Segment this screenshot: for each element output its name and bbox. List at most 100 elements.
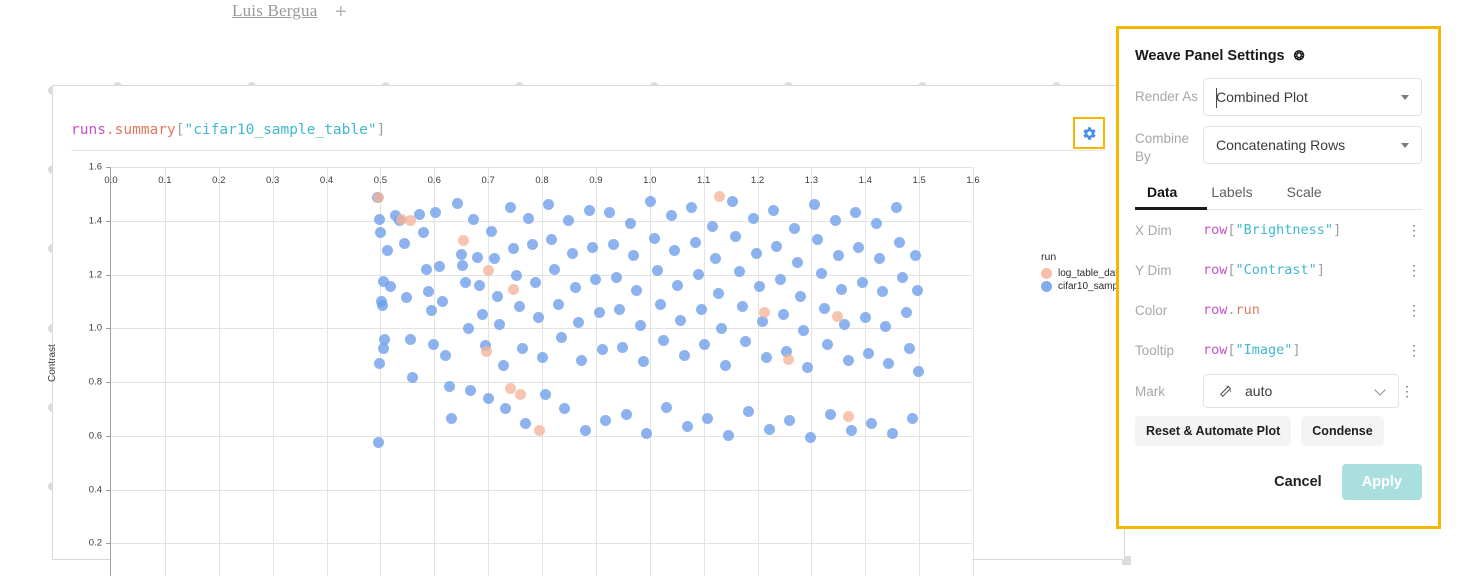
scatter-point[interactable] bbox=[385, 281, 397, 293]
scatter-point[interactable] bbox=[665, 209, 677, 221]
scatter-point[interactable] bbox=[727, 196, 739, 208]
user-profile-link[interactable]: Luis Bergua bbox=[232, 1, 318, 20]
scatter-point[interactable] bbox=[795, 290, 807, 302]
scatter-point[interactable] bbox=[886, 427, 898, 439]
scatter-point[interactable] bbox=[505, 201, 517, 213]
scatter-point[interactable] bbox=[829, 215, 841, 227]
scatter-point[interactable] bbox=[681, 420, 693, 432]
scatter-point[interactable] bbox=[458, 235, 470, 247]
scatter-point[interactable] bbox=[910, 250, 922, 262]
scatter-point[interactable] bbox=[768, 204, 780, 216]
scatter-point[interactable] bbox=[759, 306, 770, 318]
scatter-point[interactable] bbox=[427, 338, 439, 350]
scatter-point[interactable] bbox=[530, 277, 542, 289]
scatter-point[interactable] bbox=[373, 192, 385, 204]
resize-handle[interactable] bbox=[48, 402, 57, 412]
scatter-point[interactable] bbox=[866, 418, 878, 430]
scatter-point[interactable] bbox=[508, 243, 520, 255]
scatter-point[interactable] bbox=[477, 309, 489, 321]
add-panel-button[interactable]: + bbox=[335, 1, 347, 23]
scatter-point[interactable] bbox=[583, 204, 595, 216]
dim-expression[interactable]: row["Contrast"] bbox=[1203, 262, 1406, 278]
scatter-point[interactable] bbox=[897, 271, 909, 283]
scatter-point[interactable] bbox=[743, 406, 755, 418]
resize-handle[interactable] bbox=[48, 481, 57, 491]
scatter-point[interactable] bbox=[714, 191, 726, 203]
scatter-point[interactable] bbox=[378, 342, 390, 354]
scatter-point[interactable] bbox=[405, 215, 417, 227]
scatter-point[interactable] bbox=[750, 247, 762, 259]
scatter-point[interactable] bbox=[832, 250, 844, 262]
scatter-point[interactable] bbox=[740, 336, 752, 348]
scatter-point[interactable] bbox=[689, 236, 701, 248]
resize-handle[interactable] bbox=[48, 165, 57, 175]
mark-select[interactable]: auto bbox=[1203, 374, 1399, 408]
scatter-point[interactable] bbox=[730, 231, 742, 243]
scatter-point[interactable] bbox=[702, 412, 714, 424]
scatter-point[interactable] bbox=[624, 217, 636, 229]
scatter-point[interactable] bbox=[645, 196, 657, 208]
scatter-point[interactable] bbox=[590, 274, 602, 286]
plot-area[interactable]: 0.0 0.1 0.2 0.3 0.4 0.5 0.6 0.7 0.8 0.9 1.0 1.1 1.2 1… bbox=[89, 162, 980, 576]
scatter-point[interactable] bbox=[579, 424, 591, 436]
scatter-point[interactable] bbox=[455, 248, 467, 260]
scatter-point[interactable] bbox=[566, 247, 578, 259]
scatter-point[interactable] bbox=[781, 345, 793, 357]
scatter-point[interactable] bbox=[672, 279, 684, 291]
scatter-point[interactable] bbox=[783, 353, 795, 365]
scatter-point[interactable] bbox=[508, 283, 520, 295]
scatter-point[interactable] bbox=[809, 199, 821, 211]
scatter-point[interactable] bbox=[747, 212, 759, 224]
scatter-point[interactable] bbox=[467, 213, 479, 225]
scatter-point[interactable] bbox=[903, 342, 915, 354]
dim-options-kebab[interactable]: ⋮ bbox=[1407, 342, 1421, 358]
scatter-point[interactable] bbox=[822, 338, 834, 350]
scatter-point[interactable] bbox=[733, 266, 745, 278]
scatter-point[interactable] bbox=[675, 314, 687, 326]
scatter-point[interactable] bbox=[485, 226, 497, 237]
scatter-point[interactable] bbox=[482, 264, 494, 276]
scatter-point[interactable] bbox=[845, 424, 857, 436]
scatter-point[interactable] bbox=[539, 388, 551, 400]
scatter-point[interactable] bbox=[678, 349, 690, 361]
scatter-point[interactable] bbox=[426, 305, 438, 317]
scatter-point[interactable] bbox=[489, 252, 501, 264]
scatter-point[interactable] bbox=[610, 271, 622, 283]
scatter-point[interactable] bbox=[429, 207, 441, 219]
scatter-point[interactable] bbox=[695, 303, 707, 315]
scatter-point[interactable] bbox=[634, 320, 646, 332]
tab-data[interactable]: Data bbox=[1147, 184, 1178, 200]
scatter-point[interactable] bbox=[563, 215, 575, 227]
scatter-point[interactable] bbox=[890, 201, 902, 213]
scatter-point[interactable] bbox=[709, 252, 721, 264]
scatter-point[interactable] bbox=[481, 345, 492, 357]
scatter-point[interactable] bbox=[913, 365, 925, 377]
scatter-point[interactable] bbox=[377, 275, 389, 287]
scatter-point[interactable] bbox=[876, 286, 888, 298]
resize-handle[interactable] bbox=[48, 244, 57, 254]
scatter-point[interactable] bbox=[500, 403, 512, 415]
scatter-point[interactable] bbox=[757, 316, 769, 328]
scatter-point[interactable] bbox=[374, 227, 386, 239]
scatter-point[interactable] bbox=[396, 213, 408, 225]
scatter-point[interactable] bbox=[771, 240, 783, 252]
scatter-point[interactable] bbox=[722, 430, 734, 442]
scatter-point[interactable] bbox=[417, 227, 429, 239]
panel-settings-gear-button[interactable] bbox=[1073, 117, 1105, 149]
scatter-point[interactable] bbox=[526, 239, 538, 251]
scatter-point[interactable] bbox=[856, 277, 868, 289]
scatter-point[interactable] bbox=[536, 352, 548, 364]
scatter-point[interactable] bbox=[617, 341, 629, 353]
scatter-point[interactable] bbox=[839, 318, 851, 330]
scatter-point[interactable] bbox=[804, 431, 816, 443]
scatter-point[interactable] bbox=[505, 383, 517, 395]
scatter-point[interactable] bbox=[399, 238, 411, 250]
scatter-point[interactable] bbox=[655, 298, 667, 310]
scatter-point[interactable] bbox=[760, 352, 772, 364]
scatter-point[interactable] bbox=[379, 333, 391, 345]
scatter-point[interactable] bbox=[600, 415, 612, 427]
snowflake-icon[interactable]: ❂ bbox=[1293, 48, 1305, 63]
scatter-point[interactable] bbox=[471, 251, 483, 263]
scatter-point[interactable] bbox=[614, 303, 626, 315]
scatter-point[interactable] bbox=[569, 282, 581, 294]
